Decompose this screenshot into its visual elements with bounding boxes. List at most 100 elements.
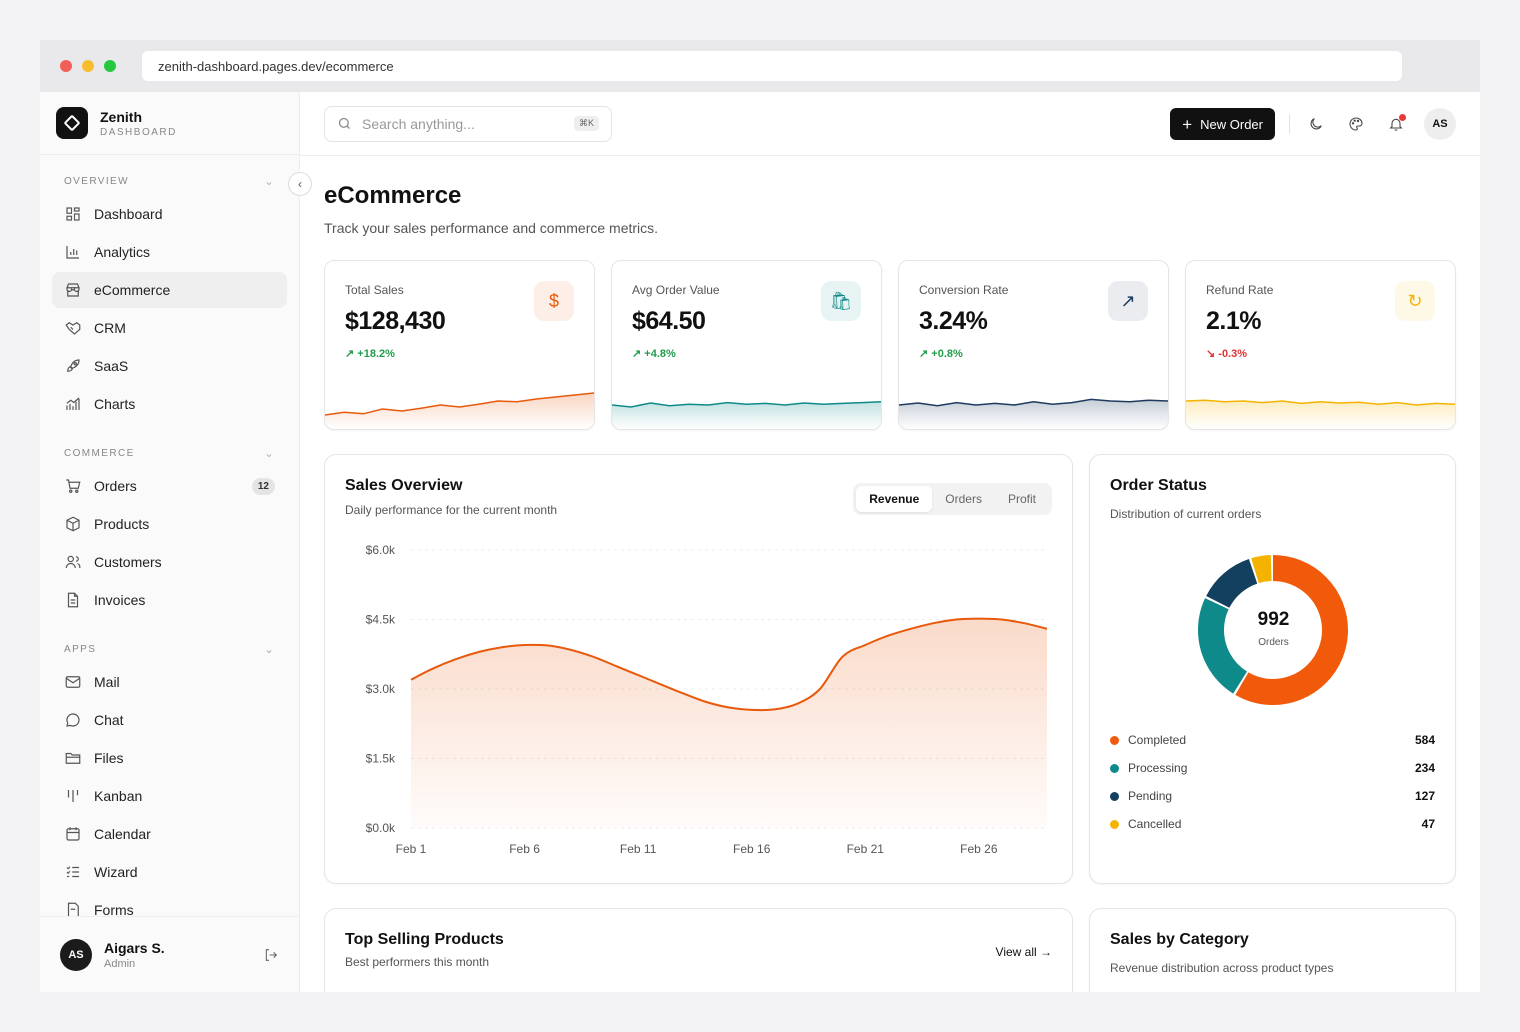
kpi-card-refund-rate[interactable]: Refund Rate 2.1% ↘ -0.3% ↻ bbox=[1185, 260, 1456, 430]
sidebar-item-crm[interactable]: CRM bbox=[52, 310, 287, 346]
sidebar-item-label: Invoices bbox=[94, 592, 146, 608]
order-status-subtitle: Distribution of current orders bbox=[1110, 507, 1262, 521]
order-status-card: Order Status Distribution of current ord… bbox=[1089, 454, 1456, 884]
sidebar-item-customers[interactable]: Customers bbox=[52, 544, 287, 580]
sidebar-item-label: Orders bbox=[94, 478, 137, 494]
collapse-sidebar-button[interactable]: ‹ bbox=[288, 172, 312, 196]
sparkline-line bbox=[325, 393, 594, 415]
sidebar-item-orders[interactable]: Orders 12 bbox=[52, 468, 287, 504]
section-header-commerce[interactable]: COMMERCE ⌄ bbox=[52, 438, 287, 468]
sidebar: Zenith DASHBOARD OVERVIEW ⌄ Dashboard Analy… bbox=[40, 92, 300, 992]
kpi-delta: ↗ +0.8% bbox=[919, 347, 963, 360]
close-window-dot[interactable] bbox=[60, 60, 72, 72]
maximize-window-dot[interactable] bbox=[104, 60, 116, 72]
y-tick-label: $0.0k bbox=[366, 821, 396, 835]
kpi-card-total-sales[interactable]: Total Sales $128,430 ↗ +18.2% $ bbox=[324, 260, 595, 430]
file-icon bbox=[67, 592, 79, 608]
sidebar-item-forms[interactable]: Forms bbox=[52, 892, 287, 916]
sidebar-item-analytics[interactable]: Analytics bbox=[52, 234, 287, 270]
kpi-delta-value: -0.3% bbox=[1218, 348, 1248, 360]
sales-chart: $0.0k $1.5k $3.0k $4.5k $6.0k Feb 1 Feb 6 Feb 1… bbox=[366, 543, 1048, 856]
sidebar-item-kanban[interactable]: Kanban bbox=[52, 778, 287, 814]
bar-chart-icon bbox=[66, 246, 79, 259]
theme-toggle-button[interactable] bbox=[1304, 112, 1328, 136]
sparkline-line bbox=[612, 402, 881, 407]
notifications-button[interactable] bbox=[1384, 112, 1408, 136]
tab-profit[interactable]: Profit bbox=[1007, 492, 1036, 506]
sidebar-item-label: Files bbox=[94, 750, 124, 766]
x-tick-label: Feb 1 bbox=[396, 842, 427, 856]
avatar: AS bbox=[60, 938, 92, 971]
chevron-down-icon: ⌄ bbox=[264, 447, 275, 460]
plus-icon: + bbox=[1182, 114, 1193, 134]
address-bar[interactable]: zenith-dashboard.pages.dev/ecommerce bbox=[142, 51, 1402, 81]
sidebar-item-chat[interactable]: Chat bbox=[52, 702, 287, 738]
palette-button[interactable] bbox=[1344, 112, 1368, 136]
sparkline-area bbox=[1186, 400, 1455, 429]
chart-tabs: Revenue Orders Profit bbox=[853, 483, 1052, 515]
calendar-icon bbox=[66, 827, 80, 841]
sidebar-item-label: Kanban bbox=[94, 788, 143, 804]
brand[interactable]: Zenith DASHBOARD bbox=[40, 92, 299, 155]
sparkline-area bbox=[899, 399, 1168, 429]
sidebar-item-products[interactable]: Products bbox=[52, 506, 287, 542]
new-order-button[interactable]: + New Order bbox=[1170, 108, 1275, 140]
sidebar-item-files[interactable]: Files bbox=[52, 740, 287, 776]
top-products-title: Top Selling Products bbox=[345, 931, 504, 948]
sidebar-item-mail[interactable]: Mail bbox=[52, 664, 287, 700]
dollar-icon: $ bbox=[534, 281, 574, 321]
tab-orders[interactable]: Orders bbox=[945, 492, 982, 506]
kpi-card-conversion-rate[interactable]: Conversion Rate 3.24% ↗ +0.8% ↗ bbox=[898, 260, 1169, 430]
donut-slice-completed[interactable] bbox=[1198, 555, 1348, 705]
kpi-value: 3.24% bbox=[919, 307, 988, 335]
kpi-delta: ↗ +4.8% bbox=[632, 347, 676, 360]
brand-name: Zenith bbox=[100, 108, 142, 125]
notification-dot bbox=[1399, 114, 1406, 121]
y-tick-label: $3.0k bbox=[366, 682, 396, 696]
chevron-down-icon: ⌄ bbox=[264, 175, 275, 188]
sidebar-item-dashboard[interactable]: Dashboard bbox=[52, 196, 287, 232]
search-input[interactable]: Search anything... ⌘K bbox=[324, 105, 612, 142]
count-badge: 12 bbox=[251, 477, 275, 495]
kpi-label: Refund Rate bbox=[1206, 283, 1274, 297]
new-order-label: New Order bbox=[1200, 116, 1263, 132]
tab-revenue[interactable]: Revenue bbox=[856, 486, 933, 512]
legend-row-pending: Pending 127 bbox=[1110, 789, 1435, 803]
legend-label: Cancelled bbox=[1128, 817, 1182, 831]
sidebar-item-label: Analytics bbox=[94, 244, 151, 260]
sidebar-item-charts[interactable]: Charts bbox=[52, 386, 287, 422]
sidebar-item-label: Chat bbox=[94, 712, 124, 728]
sparkline-area bbox=[325, 393, 594, 429]
topbar-avatar[interactable]: AS bbox=[1424, 108, 1456, 140]
store-icon bbox=[66, 283, 80, 297]
legend-value: 127 bbox=[1414, 789, 1435, 803]
section-label: OVERVIEW bbox=[64, 175, 129, 187]
section-header-overview[interactable]: OVERVIEW ⌄ bbox=[52, 166, 287, 196]
sidebar-item-invoices[interactable]: Invoices bbox=[52, 582, 287, 618]
chevron-down-icon: ⌄ bbox=[264, 643, 275, 656]
page-subtitle: Track your sales performance and commerc… bbox=[324, 220, 659, 236]
sidebar-item-label: Forms bbox=[94, 902, 134, 916]
brand-subtitle: DASHBOARD bbox=[100, 126, 177, 138]
y-tick-label: $4.5k bbox=[366, 613, 396, 627]
minimize-window-dot[interactable] bbox=[82, 60, 94, 72]
sales-overview-title: Sales Overview bbox=[345, 477, 463, 494]
sidebar-item-ecommerce[interactable]: eCommerce bbox=[52, 272, 287, 308]
logout-icon[interactable] bbox=[263, 947, 279, 963]
sparkline-line bbox=[1186, 400, 1455, 405]
kpi-card-avg-order-value[interactable]: Avg Order Value $64.50 ↗ +4.8% 🛍 bbox=[611, 260, 882, 430]
view-all-link[interactable]: View all → bbox=[995, 945, 1052, 959]
x-tick-label: Feb 26 bbox=[960, 842, 998, 856]
sidebar-item-calendar[interactable]: Calendar bbox=[52, 816, 287, 852]
donut-slice-processing[interactable] bbox=[1198, 555, 1348, 705]
user-profile[interactable]: AS Aigars S. Admin bbox=[40, 916, 299, 992]
legend-label: Pending bbox=[1128, 789, 1173, 803]
sidebar-item-wizard[interactable]: Wizard bbox=[52, 854, 287, 890]
sidebar-item-saas[interactable]: SaaS bbox=[52, 348, 287, 384]
section-header-apps[interactable]: APPS ⌄ bbox=[52, 634, 287, 664]
legend-row-processing: Processing 234 bbox=[1110, 761, 1435, 775]
sales-overview-card: Sales Overview Daily performance for the… bbox=[324, 454, 1073, 884]
search-icon bbox=[338, 117, 350, 129]
kpi-delta: ↘ -0.3% bbox=[1206, 347, 1247, 360]
kpi-label: Avg Order Value bbox=[632, 283, 720, 297]
